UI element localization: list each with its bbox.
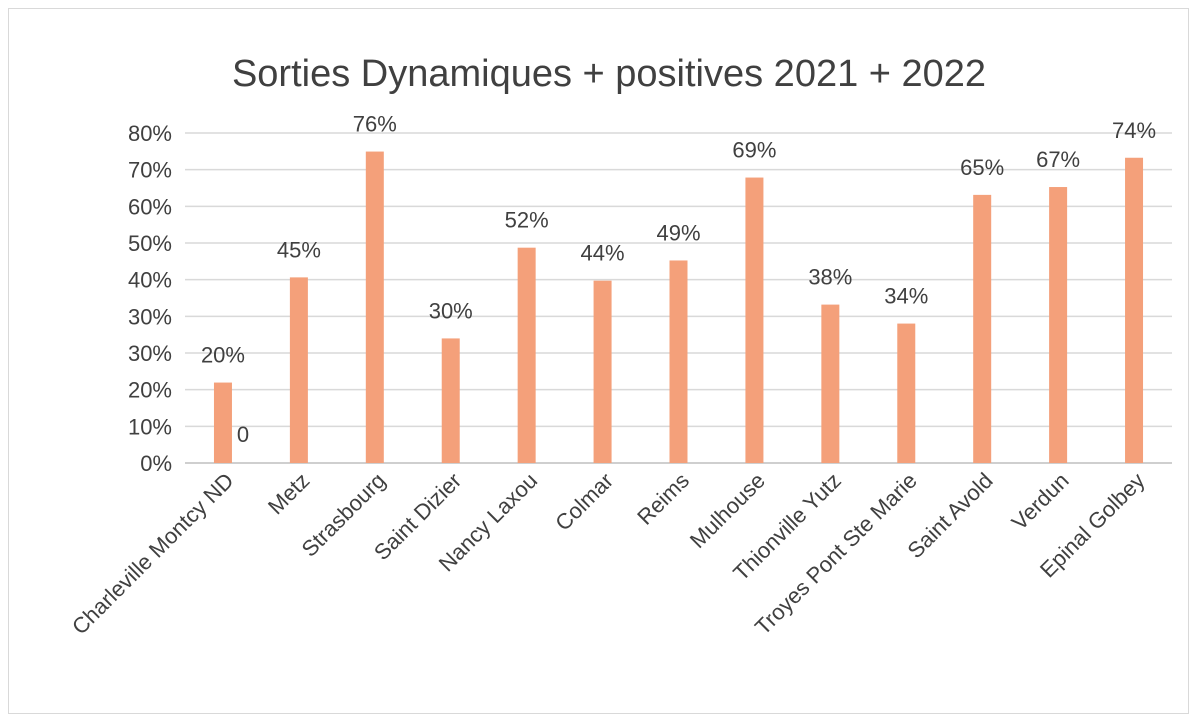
- data-label: 69%: [732, 138, 776, 163]
- y-tick-label: 0%: [140, 451, 172, 476]
- x-tick-label: Charleville Montcy ND: [67, 468, 239, 640]
- data-label: 44%: [581, 241, 625, 266]
- y-tick-label: 40%: [128, 268, 172, 293]
- data-label: 76%: [353, 112, 397, 137]
- y-tick-label: 50%: [128, 231, 172, 256]
- bar: [897, 323, 916, 463]
- bar: [289, 277, 308, 463]
- bar: [365, 151, 384, 463]
- data-label: 67%: [1036, 147, 1080, 172]
- data-label: 38%: [808, 265, 852, 290]
- y-tick-label: 30%: [128, 304, 172, 329]
- x-tick-label: Colmar: [550, 468, 618, 536]
- y-tick-label: 20%: [128, 378, 172, 403]
- bar: [1049, 187, 1068, 463]
- bar: [1125, 157, 1144, 463]
- bar: [441, 338, 460, 463]
- y-tick-label: 80%: [128, 121, 172, 146]
- bar: [821, 304, 840, 463]
- bar: [745, 177, 764, 464]
- x-tick-label: Metz: [263, 468, 314, 519]
- bar: [517, 247, 536, 463]
- bar: [973, 194, 992, 463]
- data-label: 0: [237, 422, 249, 447]
- data-label: 52%: [505, 208, 549, 233]
- x-tick-label: Verdun: [1007, 468, 1074, 535]
- data-label: 45%: [277, 237, 321, 262]
- data-label: 34%: [884, 284, 928, 309]
- data-label: 49%: [656, 220, 700, 245]
- y-tick-label: 60%: [128, 194, 172, 219]
- y-tick-label: 10%: [128, 414, 172, 439]
- data-label: 74%: [1112, 118, 1156, 143]
- y-tick-label: 30%: [128, 341, 172, 366]
- y-tick-label: 70%: [128, 158, 172, 183]
- data-label: 30%: [429, 298, 473, 323]
- chart-title: Sorties Dynamiques + positives 2021 + 20…: [232, 53, 986, 95]
- x-tick-label: Reims: [632, 468, 694, 530]
- bar: [593, 280, 612, 463]
- data-label: 20%: [201, 343, 245, 368]
- bar: [213, 382, 232, 463]
- bar: [669, 260, 688, 463]
- data-label: 65%: [960, 155, 1004, 180]
